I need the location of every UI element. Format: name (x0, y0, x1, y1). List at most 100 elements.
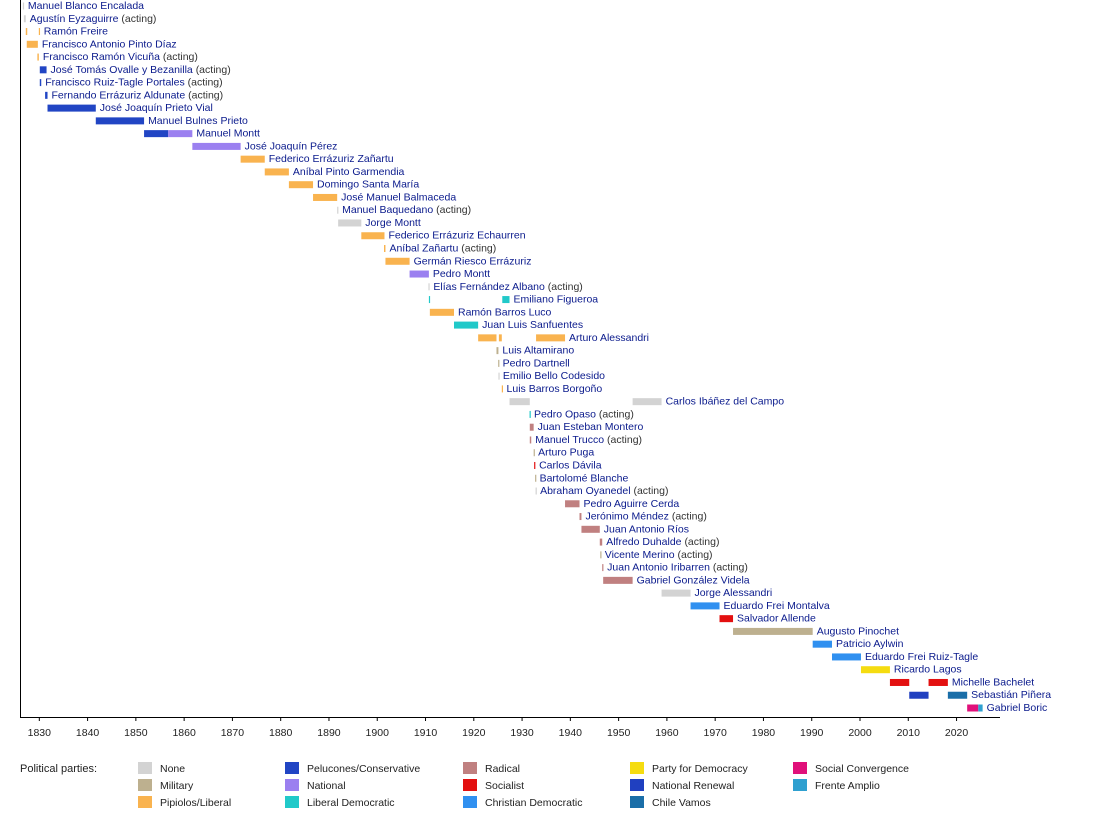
term-bar (26, 40, 38, 48)
president-note: (acting) (672, 510, 707, 522)
president-name: Pedro Opaso (534, 408, 596, 420)
president-name: Luis Barros Borgoño (507, 383, 603, 395)
president-label: Pedro Opaso (acting) (534, 408, 634, 420)
term-bar (454, 321, 479, 329)
president-label: Juan Antonio Ríos (604, 523, 689, 535)
president-note: (acting) (163, 51, 198, 63)
term-bar (535, 474, 537, 482)
term-bar (428, 296, 431, 304)
term-bar (144, 130, 169, 138)
term-bar (45, 91, 48, 99)
president-name: Patricio Aylwin (836, 638, 904, 650)
term-bar (23, 15, 26, 23)
president-label: José Tomás Ovalle y Bezanilla (acting) (51, 64, 231, 76)
president-name: Manuel Trucco (535, 434, 604, 446)
legend-label: Socialist (485, 780, 524, 792)
x-tick-label: 1840 (76, 727, 100, 739)
president-name: Ramón Barros Luco (458, 306, 552, 318)
term-bar (384, 245, 386, 253)
president-name: Juan Esteban Montero (538, 421, 644, 433)
president-label: Manuel Baquedano (acting) (342, 204, 471, 216)
legend-swatch (463, 762, 477, 774)
term-bar (337, 206, 339, 214)
term-bar (38, 28, 41, 36)
president-name: Germán Riesco Errázuriz (414, 255, 532, 267)
x-tick-label: 1890 (317, 727, 341, 739)
president-name: Francisco Antonio Pinto Díaz (42, 38, 177, 50)
x-tick-label: 1940 (559, 727, 583, 739)
president-name: Fernando Errázuriz Aldunate (52, 89, 186, 101)
president-name: Michelle Bachelet (952, 676, 1034, 688)
president-label: Jerónimo Méndez (acting) (585, 510, 706, 522)
term-bar (192, 142, 241, 150)
president-name: Manuel Bulnes Prieto (148, 115, 248, 127)
legend-label: Radical (485, 763, 520, 775)
term-bar (338, 219, 362, 227)
x-tick-label: 1880 (269, 727, 293, 739)
legend-swatch (630, 779, 644, 791)
president-name: Pedro Dartnell (503, 357, 570, 369)
term-bar (361, 232, 385, 240)
president-label: Aníbal Zañartu (acting) (389, 242, 496, 254)
legend-swatch (463, 779, 477, 791)
president-name: Aníbal Pinto Garmendia (293, 166, 405, 178)
president-name: Aníbal Zañartu (389, 242, 458, 254)
president-note: (acting) (713, 561, 748, 573)
legend-label: Party for Democracy (652, 763, 748, 775)
president-name: Juan Antonio Ríos (604, 523, 689, 535)
term-bar (860, 666, 890, 674)
president-label: Abraham Oyanedel (acting) (540, 485, 668, 497)
president-name: Jorge Montt (365, 217, 421, 229)
president-label: Ricardo Lagos (894, 663, 962, 675)
president-note: (acting) (599, 408, 634, 420)
president-label: Manuel Bulnes Prieto (148, 115, 248, 127)
president-label: Juan Luis Sanfuentes (482, 319, 583, 331)
president-name: Abraham Oyanedel (540, 485, 630, 497)
president-name: Gabriel González Videla (637, 574, 750, 586)
x-tick-label: 1830 (28, 727, 52, 739)
president-note: (acting) (121, 13, 156, 25)
term-bar (478, 334, 497, 342)
term-bar (581, 525, 600, 533)
president-label: Bartolomé Blanche (540, 472, 629, 484)
president-name: Emilio Bello Codesido (503, 370, 605, 382)
legend-label: National (307, 780, 346, 792)
president-label: Luis Altamirano (502, 344, 574, 356)
term-bar (429, 308, 454, 316)
president-label: Michelle Bachelet (952, 676, 1034, 688)
president-label: Jorge Alessandri (695, 587, 773, 599)
legend-swatch (138, 762, 152, 774)
legend-swatch (630, 796, 644, 808)
term-bar (95, 117, 145, 125)
president-name: Eduardo Frei Ruiz-Tagle (865, 651, 978, 663)
legend-label: Liberal Democratic (307, 797, 395, 809)
president-name: Gabriel Boric (987, 702, 1048, 714)
president-label: Arturo Puga (538, 447, 594, 459)
term-bar (947, 691, 968, 699)
term-bar (690, 602, 720, 610)
x-tick-label: 2020 (945, 727, 969, 739)
term-bar (509, 398, 530, 406)
x-tick-label: 1930 (510, 727, 534, 739)
president-label: Alfredo Duhalde (acting) (606, 536, 719, 548)
president-name: Luis Altamirano (502, 344, 574, 356)
president-label: Luis Barros Borgoño (507, 383, 603, 395)
president-note: (acting) (633, 485, 668, 497)
legend-swatch (285, 762, 299, 774)
term-bar (535, 487, 537, 495)
term-bar (599, 538, 603, 546)
president-name: Pedro Montt (433, 268, 490, 280)
president-name: Ricardo Lagos (894, 663, 962, 675)
term-bar (536, 334, 566, 342)
president-name: Agustín Eyzaguirre (30, 13, 119, 25)
president-label: Ramón Barros Luco (458, 306, 552, 318)
president-label: José Joaquín Prieto Vial (100, 102, 213, 114)
legend-label: Frente Amplio (815, 780, 880, 792)
president-name: Manuel Baquedano (342, 204, 433, 216)
term-bar (603, 576, 633, 584)
term-bar (498, 334, 502, 342)
term-bar (39, 66, 47, 74)
president-name: Eduardo Frei Montalva (724, 600, 830, 612)
legend-label: None (160, 763, 185, 775)
x-tick-label: 1990 (800, 727, 824, 739)
